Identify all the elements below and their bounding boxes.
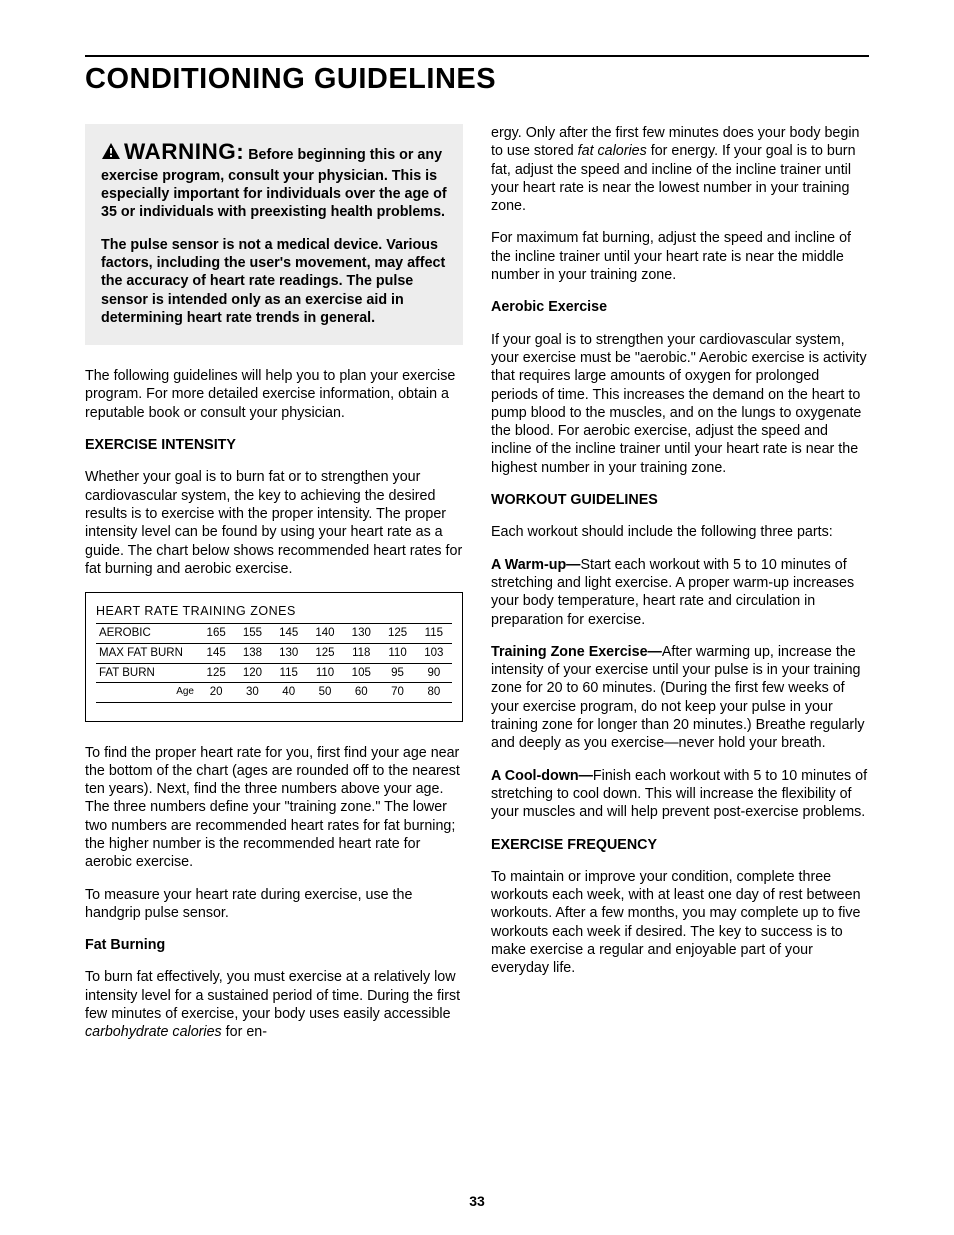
two-column-layout: WARNING: Before beginning this or any ex… [85, 124, 869, 1056]
row-label-aerobic: AEROBIC [96, 624, 198, 644]
heart-rate-chart: HEART RATE TRAINING ZONES AEROBIC 165 15… [85, 592, 463, 721]
warning-heading: WARNING: [124, 139, 244, 164]
hr-cell: 125 [379, 624, 415, 644]
max-fat-paragraph: For maximum fat burning, adjust the spee… [491, 229, 869, 284]
heading-fat-burning: Fat Burning [85, 936, 463, 954]
warning-triangle-icon [101, 142, 121, 165]
row-label-maxfatburn: MAX FAT BURN [96, 643, 198, 663]
hr-cell: 105 [343, 663, 379, 683]
heading-workout-guidelines: WORKOUT GUIDELINES [491, 491, 869, 509]
age-cell: 70 [379, 683, 415, 703]
hr-cell: 120 [234, 663, 270, 683]
hr-cell: 103 [416, 643, 452, 663]
table-row: AEROBIC 165 155 145 140 130 125 115 [96, 624, 452, 644]
training-zone-paragraph: Training Zone Exercise—After warming up,… [491, 643, 869, 753]
warmup-runin: A Warm-up— [491, 557, 580, 573]
age-cell: 20 [198, 683, 234, 703]
warmup-paragraph: A Warm-up—Start each workout with 5 to 1… [491, 556, 869, 629]
age-cell: 60 [343, 683, 379, 703]
carbohydrate-calories-italic: carbohydrate calories [85, 1024, 222, 1040]
age-label: Age [96, 683, 198, 703]
age-cell: 80 [416, 683, 452, 703]
chart-bottom-gap [96, 703, 452, 713]
hr-cell: 138 [234, 643, 270, 663]
intensity-paragraph: Whether your goal is to burn fat or to s… [85, 468, 463, 578]
hr-cell: 118 [343, 643, 379, 663]
hr-cell: 90 [416, 663, 452, 683]
table-row: FAT BURN 125 120 115 110 105 95 90 [96, 663, 452, 683]
hr-cell: 115 [271, 663, 307, 683]
page-number: 33 [0, 1193, 954, 1209]
hr-cell: 125 [198, 663, 234, 683]
tz-runin: Training Zone Exercise— [491, 644, 662, 660]
age-cell: 40 [271, 683, 307, 703]
row-label-fatburn: FAT BURN [96, 663, 198, 683]
column-left: WARNING: Before beginning this or any ex… [85, 124, 463, 1056]
cooldown-paragraph: A Cool-down—Finish each workout with 5 t… [491, 767, 869, 822]
chart-title: HEART RATE TRAINING ZONES [96, 603, 452, 619]
fatburn-post: for en- [222, 1024, 267, 1040]
fat-calories-italic: fat calories [578, 143, 647, 159]
fat-continuation: ergy. Only after the first few minutes d… [491, 124, 869, 215]
hr-cell: 130 [271, 643, 307, 663]
hr-cell: 115 [416, 624, 452, 644]
hr-cell: 130 [343, 624, 379, 644]
heading-exercise-intensity: EXERCISE INTENSITY [85, 436, 463, 454]
hr-cell: 145 [271, 624, 307, 644]
hr-cell: 165 [198, 624, 234, 644]
intro-paragraph: The following guidelines will help you t… [85, 367, 463, 422]
top-rule [85, 55, 869, 57]
fat-burning-paragraph: To burn fat effectively, you must exerci… [85, 968, 463, 1041]
page-title: CONDITIONING GUIDELINES [85, 63, 869, 96]
column-right: ergy. Only after the first few minutes d… [491, 124, 869, 1056]
hr-cell: 125 [307, 643, 343, 663]
hr-cell: 145 [198, 643, 234, 663]
hr-cell: 95 [379, 663, 415, 683]
frequency-paragraph: To maintain or improve your condition, c… [491, 868, 869, 978]
warning-paragraph-1: WARNING: Before beginning this or any ex… [101, 138, 447, 222]
hr-cell: 140 [307, 624, 343, 644]
aerobic-paragraph: If your goal is to strengthen your cardi… [491, 331, 869, 477]
heading-aerobic: Aerobic Exercise [491, 298, 869, 316]
chart-explanation: To find the proper heart rate for you, f… [85, 744, 463, 872]
age-cell: 30 [234, 683, 270, 703]
table-row-age: Age 20 30 40 50 60 70 80 [96, 683, 452, 703]
hr-cell: 155 [234, 624, 270, 644]
heart-rate-table: AEROBIC 165 155 145 140 130 125 115 MAX … [96, 623, 452, 712]
page: CONDITIONING GUIDELINES WARNING: Before … [0, 0, 954, 1235]
warning-box: WARNING: Before beginning this or any ex… [85, 124, 463, 345]
workout-intro: Each workout should include the followin… [491, 523, 869, 541]
cooldown-runin: A Cool-down— [491, 768, 593, 784]
heading-exercise-frequency: EXERCISE FREQUENCY [491, 836, 869, 854]
age-cell: 50 [307, 683, 343, 703]
measure-paragraph: To measure your heart rate during exerci… [85, 886, 463, 923]
hr-cell: 110 [379, 643, 415, 663]
fatburn-pre: To burn fat effectively, you must exerci… [85, 969, 460, 1022]
table-row: MAX FAT BURN 145 138 130 125 118 110 103 [96, 643, 452, 663]
hr-cell: 110 [307, 663, 343, 683]
warning-paragraph-2: The pulse sensor is not a medical device… [101, 236, 447, 327]
